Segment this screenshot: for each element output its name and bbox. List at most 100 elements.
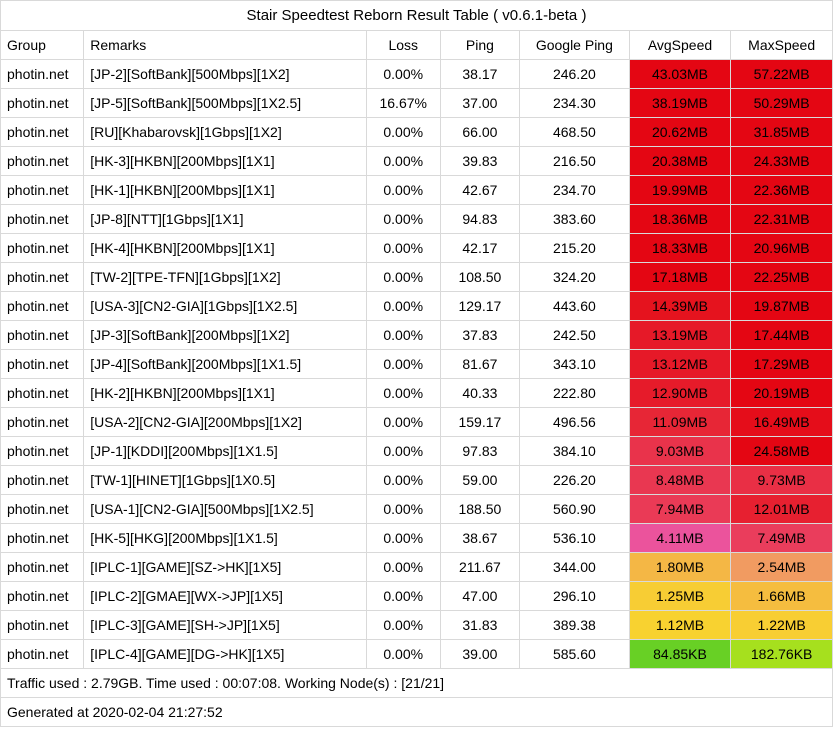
table-row: photin.net[IPLC-2][GMAE][WX->JP][1X5]0.0… (1, 582, 833, 611)
cell-group: photin.net (1, 437, 84, 466)
cell-avg: 84.85KB (629, 640, 731, 669)
cell-max: 20.96MB (731, 234, 833, 263)
cell-group: photin.net (1, 205, 84, 234)
footer-generated: Generated at 2020-02-04 21:27:52 (1, 698, 833, 727)
cell-remarks: [JP-5][SoftBank][500Mbps][1X2.5] (84, 89, 366, 118)
cell-remarks: [USA-3][CN2-GIA][1Gbps][1X2.5] (84, 292, 366, 321)
cell-group: photin.net (1, 582, 84, 611)
cell-group: photin.net (1, 321, 84, 350)
cell-gping: 343.10 (520, 350, 630, 379)
cell-avg: 17.18MB (629, 263, 731, 292)
cell-remarks: [TW-2][TPE-TFN][1Gbps][1X2] (84, 263, 366, 292)
cell-avg: 13.19MB (629, 321, 731, 350)
cell-ping: 42.17 (440, 234, 519, 263)
cell-gping: 222.80 (520, 379, 630, 408)
cell-ping: 38.67 (440, 524, 519, 553)
cell-group: photin.net (1, 408, 84, 437)
cell-group: photin.net (1, 147, 84, 176)
cell-remarks: [JP-8][NTT][1Gbps][1X1] (84, 205, 366, 234)
cell-loss: 0.00% (366, 292, 440, 321)
cell-remarks: [IPLC-4][GAME][DG->HK][1X5] (84, 640, 366, 669)
cell-avg: 13.12MB (629, 350, 731, 379)
cell-ping: 97.83 (440, 437, 519, 466)
cell-gping: 496.56 (520, 408, 630, 437)
cell-remarks: [JP-1][KDDI][200Mbps][1X1.5] (84, 437, 366, 466)
cell-gping: 536.10 (520, 524, 630, 553)
cell-avg: 18.33MB (629, 234, 731, 263)
cell-loss: 0.00% (366, 118, 440, 147)
cell-avg: 9.03MB (629, 437, 731, 466)
header-row: Group Remarks Loss Ping Google Ping AvgS… (1, 31, 833, 60)
cell-ping: 81.67 (440, 350, 519, 379)
cell-gping: 443.60 (520, 292, 630, 321)
header-loss: Loss (366, 31, 440, 60)
cell-remarks: [JP-3][SoftBank][200Mbps][1X2] (84, 321, 366, 350)
cell-loss: 0.00% (366, 524, 440, 553)
table-row: photin.net[HK-5][HKG][200Mbps][1X1.5]0.0… (1, 524, 833, 553)
cell-gping: 234.70 (520, 176, 630, 205)
cell-loss: 0.00% (366, 350, 440, 379)
cell-ping: 31.83 (440, 611, 519, 640)
cell-max: 182.76KB (731, 640, 833, 669)
cell-avg: 1.80MB (629, 553, 731, 582)
cell-max: 22.31MB (731, 205, 833, 234)
cell-loss: 0.00% (366, 611, 440, 640)
table-row: photin.net[USA-3][CN2-GIA][1Gbps][1X2.5]… (1, 292, 833, 321)
cell-remarks: [HK-5][HKG][200Mbps][1X1.5] (84, 524, 366, 553)
cell-max: 19.87MB (731, 292, 833, 321)
cell-max: 20.19MB (731, 379, 833, 408)
cell-ping: 37.00 (440, 89, 519, 118)
table-row: photin.net[JP-3][SoftBank][200Mbps][1X2]… (1, 321, 833, 350)
cell-group: photin.net (1, 640, 84, 669)
cell-avg: 18.36MB (629, 205, 731, 234)
table-row: photin.net[IPLC-4][GAME][DG->HK][1X5]0.0… (1, 640, 833, 669)
cell-avg: 20.38MB (629, 147, 731, 176)
cell-remarks: [HK-2][HKBN][200Mbps][1X1] (84, 379, 366, 408)
cell-loss: 0.00% (366, 495, 440, 524)
cell-remarks: [IPLC-1][GAME][SZ->HK][1X5] (84, 553, 366, 582)
cell-gping: 468.50 (520, 118, 630, 147)
cell-max: 24.33MB (731, 147, 833, 176)
cell-remarks: [IPLC-2][GMAE][WX->JP][1X5] (84, 582, 366, 611)
cell-ping: 159.17 (440, 408, 519, 437)
cell-remarks: [TW-1][HINET][1Gbps][1X0.5] (84, 466, 366, 495)
cell-max: 31.85MB (731, 118, 833, 147)
table-row: photin.net[HK-3][HKBN][200Mbps][1X1]0.00… (1, 147, 833, 176)
table-row: photin.net[IPLC-3][GAME][SH->JP][1X5]0.0… (1, 611, 833, 640)
cell-max: 17.44MB (731, 321, 833, 350)
cell-group: photin.net (1, 234, 84, 263)
cell-gping: 560.90 (520, 495, 630, 524)
cell-max: 9.73MB (731, 466, 833, 495)
cell-gping: 216.50 (520, 147, 630, 176)
cell-remarks: [USA-2][CN2-GIA][200Mbps][1X2] (84, 408, 366, 437)
cell-avg: 1.12MB (629, 611, 731, 640)
cell-group: photin.net (1, 379, 84, 408)
cell-avg: 19.99MB (629, 176, 731, 205)
cell-gping: 215.20 (520, 234, 630, 263)
cell-max: 22.25MB (731, 263, 833, 292)
cell-remarks: [RU][Khabarovsk][1Gbps][1X2] (84, 118, 366, 147)
table-row: photin.net[JP-1][KDDI][200Mbps][1X1.5]0.… (1, 437, 833, 466)
table-row: photin.net[IPLC-1][GAME][SZ->HK][1X5]0.0… (1, 553, 833, 582)
cell-ping: 39.83 (440, 147, 519, 176)
cell-remarks: [JP-2][SoftBank][500Mbps][1X2] (84, 60, 366, 89)
cell-ping: 38.17 (440, 60, 519, 89)
table-row: photin.net[HK-2][HKBN][200Mbps][1X1]0.00… (1, 379, 833, 408)
cell-avg: 12.90MB (629, 379, 731, 408)
cell-gping: 383.60 (520, 205, 630, 234)
cell-loss: 0.00% (366, 263, 440, 292)
cell-avg: 7.94MB (629, 495, 731, 524)
cell-loss: 0.00% (366, 205, 440, 234)
cell-avg: 20.62MB (629, 118, 731, 147)
cell-avg: 8.48MB (629, 466, 731, 495)
cell-group: photin.net (1, 118, 84, 147)
cell-gping: 242.50 (520, 321, 630, 350)
cell-loss: 0.00% (366, 553, 440, 582)
cell-gping: 226.20 (520, 466, 630, 495)
cell-ping: 188.50 (440, 495, 519, 524)
cell-gping: 296.10 (520, 582, 630, 611)
header-avg: AvgSpeed (629, 31, 731, 60)
cell-ping: 108.50 (440, 263, 519, 292)
header-gping: Google Ping (520, 31, 630, 60)
cell-group: photin.net (1, 495, 84, 524)
